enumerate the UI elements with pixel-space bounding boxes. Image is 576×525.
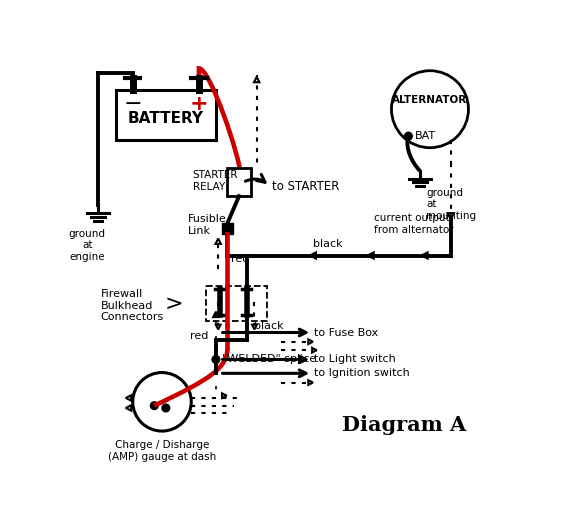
Text: to STARTER: to STARTER	[272, 180, 339, 193]
Circle shape	[150, 402, 158, 410]
Polygon shape	[126, 395, 131, 401]
Polygon shape	[448, 213, 454, 219]
Bar	[116, 90, 216, 140]
Polygon shape	[367, 253, 374, 259]
Text: −: −	[123, 94, 142, 114]
Text: ALTERNATOR: ALTERNATOR	[392, 95, 468, 105]
Text: to Light switch: to Light switch	[314, 354, 396, 364]
Text: "WELDED" splice: "WELDED" splice	[222, 354, 316, 364]
Polygon shape	[216, 325, 221, 329]
Polygon shape	[422, 253, 427, 259]
Polygon shape	[310, 253, 316, 259]
Circle shape	[132, 373, 191, 431]
Polygon shape	[312, 348, 317, 352]
Text: current output
from alternator: current output from alternator	[374, 213, 453, 235]
Circle shape	[212, 355, 219, 363]
Polygon shape	[308, 380, 313, 385]
Bar	[206, 286, 267, 321]
Polygon shape	[222, 393, 227, 398]
Text: to Ignition switch: to Ignition switch	[314, 369, 410, 379]
Text: BAT: BAT	[415, 131, 435, 141]
Circle shape	[404, 132, 412, 140]
Bar	[222, 223, 233, 234]
Circle shape	[162, 404, 170, 412]
Text: +: +	[190, 94, 209, 114]
Polygon shape	[308, 340, 313, 344]
Polygon shape	[215, 238, 221, 244]
Text: >: >	[164, 294, 183, 314]
Text: Firewall
Bulkhead
Connectors: Firewall Bulkhead Connectors	[100, 289, 164, 322]
Text: red: red	[190, 331, 208, 341]
Text: BATTERY: BATTERY	[128, 111, 204, 127]
Text: black: black	[255, 321, 284, 331]
Polygon shape	[126, 405, 131, 411]
Circle shape	[392, 71, 468, 148]
Polygon shape	[254, 77, 259, 82]
Bar	[228, 169, 251, 196]
Text: Fusible
Link: Fusible Link	[187, 214, 226, 236]
Polygon shape	[213, 312, 218, 317]
Text: Diagram A: Diagram A	[342, 415, 467, 435]
Text: black: black	[313, 239, 342, 249]
Polygon shape	[252, 325, 257, 329]
Text: to Fuse Box: to Fuse Box	[314, 328, 378, 338]
Text: ground
at
engine: ground at engine	[69, 228, 106, 262]
Text: Charge / Disharge
(AMP) gauge at dash: Charge / Disharge (AMP) gauge at dash	[108, 440, 216, 462]
Text: STARTER
RELAY: STARTER RELAY	[193, 170, 238, 192]
Text: red: red	[232, 254, 249, 265]
Text: ground
at
mounting: ground at mounting	[426, 188, 476, 221]
